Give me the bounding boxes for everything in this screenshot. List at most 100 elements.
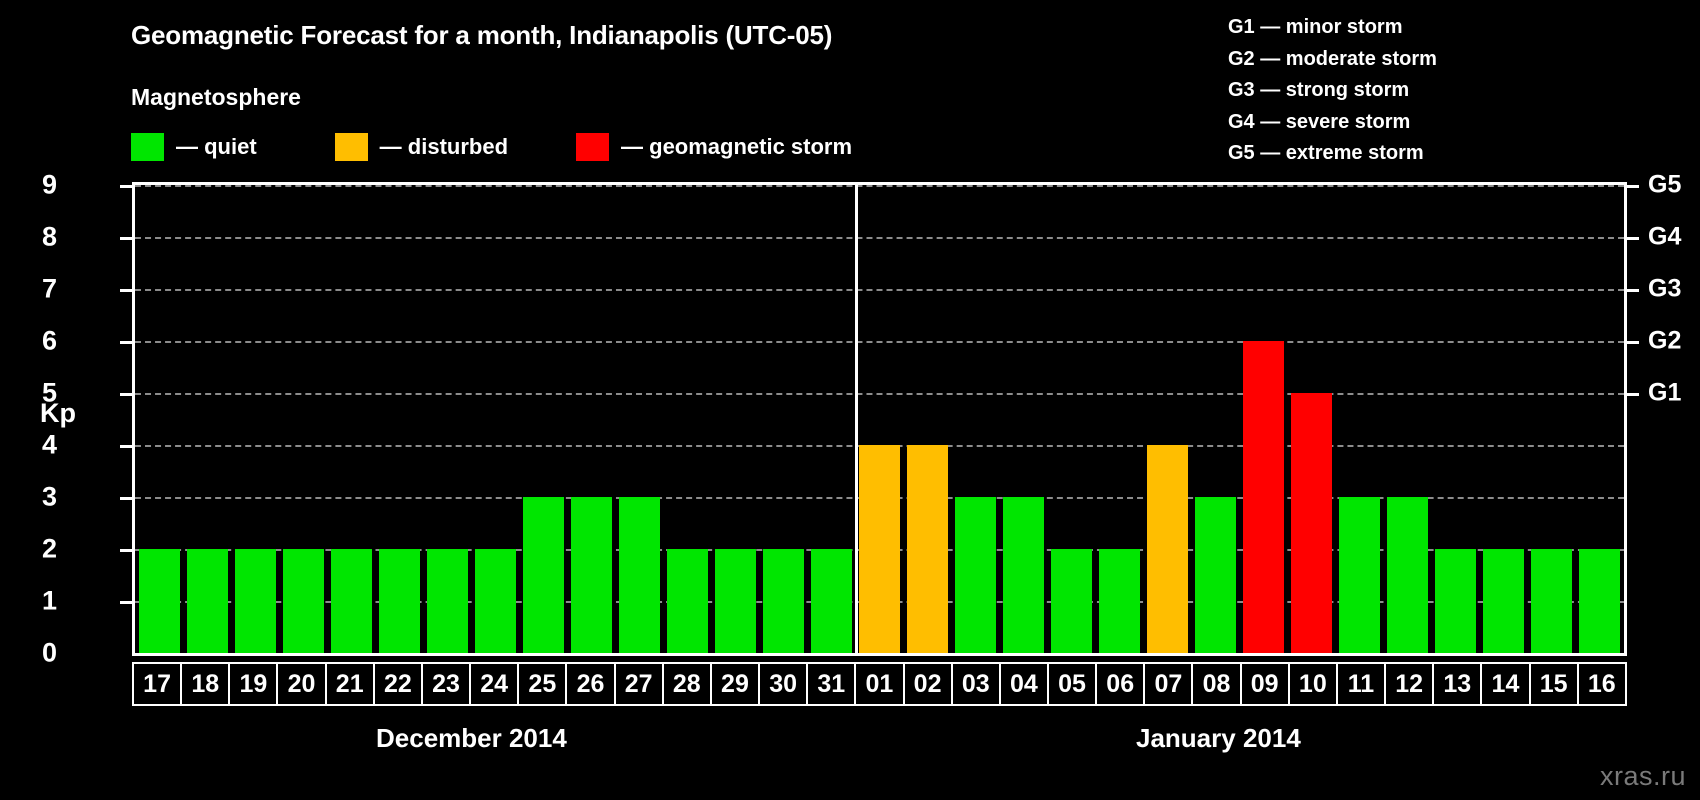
bar-december-23[interactable] bbox=[426, 549, 468, 653]
day-cell-january-04[interactable]: 04 bbox=[998, 662, 1049, 706]
bar-slot bbox=[1528, 185, 1576, 653]
day-cell-january-08[interactable]: 08 bbox=[1191, 662, 1242, 706]
y-tick-mark-1 bbox=[120, 601, 132, 604]
bar-january-06[interactable] bbox=[1099, 549, 1141, 653]
day-cell-december-19[interactable]: 19 bbox=[228, 662, 279, 706]
legend-label-quiet: — quiet bbox=[176, 134, 257, 159]
bar-slot bbox=[1576, 185, 1624, 653]
bar-december-27[interactable] bbox=[618, 497, 660, 653]
day-cell-december-27[interactable]: 27 bbox=[613, 662, 664, 706]
legend-item-disturbed: — disturbed bbox=[334, 133, 508, 161]
bar-january-04[interactable] bbox=[1003, 497, 1045, 653]
bar-slot bbox=[1096, 185, 1144, 653]
bar-december-31[interactable] bbox=[810, 549, 852, 653]
bar-january-03[interactable] bbox=[955, 497, 997, 653]
day-cell-december-29[interactable]: 29 bbox=[709, 662, 761, 706]
legend-item-storm: — geomagnetic storm bbox=[576, 133, 852, 161]
bar-slot bbox=[183, 185, 231, 653]
bar-december-25[interactable] bbox=[522, 497, 564, 653]
bar-slot bbox=[423, 185, 471, 653]
g-tick-label-g1: G1 bbox=[1648, 378, 1682, 407]
bar-slot bbox=[1000, 185, 1048, 653]
day-cell-january-16[interactable]: 16 bbox=[1576, 662, 1627, 706]
bar-january-08[interactable] bbox=[1195, 497, 1237, 653]
day-cell-december-21[interactable]: 21 bbox=[324, 662, 375, 706]
gridline-kp-8 bbox=[135, 237, 1624, 239]
day-cell-december-26[interactable]: 26 bbox=[565, 662, 616, 706]
day-cell-january-02[interactable]: 02 bbox=[902, 662, 953, 706]
bar-series bbox=[135, 185, 1624, 653]
bar-december-22[interactable] bbox=[378, 549, 420, 653]
y-tick-label-7: 7 bbox=[41, 273, 57, 304]
y-tick-mark-3 bbox=[120, 497, 132, 500]
bar-december-30[interactable] bbox=[762, 549, 804, 653]
g-tick-mark-g1 bbox=[1627, 393, 1639, 396]
bar-january-02[interactable] bbox=[907, 445, 949, 653]
bar-january-14[interactable] bbox=[1483, 549, 1525, 653]
legend-heading: Magnetosphere bbox=[131, 84, 301, 110]
g-tick-mark-g4 bbox=[1627, 237, 1639, 240]
y-tick-mark-2 bbox=[120, 549, 132, 552]
day-cell-january-15[interactable]: 15 bbox=[1528, 662, 1579, 706]
bar-december-19[interactable] bbox=[234, 549, 276, 653]
day-cell-january-03[interactable]: 03 bbox=[950, 662, 1001, 706]
bar-slot bbox=[375, 185, 423, 653]
day-cell-january-09[interactable]: 09 bbox=[1239, 662, 1290, 706]
day-cell-december-30[interactable]: 30 bbox=[758, 662, 809, 706]
g-tick-mark-g3 bbox=[1627, 289, 1639, 292]
day-cell-january-10[interactable]: 10 bbox=[1287, 662, 1338, 706]
day-cell-january-01[interactable]: 01 bbox=[854, 662, 905, 706]
day-cell-december-18[interactable]: 18 bbox=[180, 662, 231, 706]
bar-december-29[interactable] bbox=[714, 549, 756, 653]
y-tick-mark-8 bbox=[120, 237, 132, 240]
day-cell-january-05[interactable]: 05 bbox=[1046, 662, 1098, 706]
day-cell-january-13[interactable]: 13 bbox=[1432, 662, 1483, 706]
bar-december-20[interactable] bbox=[282, 549, 324, 653]
gridline-kp-7 bbox=[135, 289, 1624, 291]
bar-january-10[interactable] bbox=[1291, 393, 1333, 653]
month-caption-january: January 2014 bbox=[1136, 723, 1301, 753]
day-cell-december-28[interactable]: 28 bbox=[661, 662, 712, 706]
legend-swatch-storm bbox=[576, 133, 610, 161]
bar-january-16[interactable] bbox=[1579, 549, 1621, 653]
day-cell-december-24[interactable]: 24 bbox=[469, 662, 520, 706]
bar-january-09[interactable] bbox=[1243, 341, 1285, 653]
bar-slot bbox=[807, 185, 855, 653]
bar-january-01[interactable] bbox=[858, 445, 900, 653]
y-tick-label-8: 8 bbox=[41, 221, 57, 252]
bar-january-05[interactable] bbox=[1051, 549, 1093, 653]
bar-january-13[interactable] bbox=[1435, 549, 1477, 653]
day-cell-december-25[interactable]: 25 bbox=[517, 662, 568, 706]
day-cell-january-14[interactable]: 14 bbox=[1480, 662, 1531, 706]
bar-january-07[interactable] bbox=[1147, 445, 1189, 653]
bar-slot bbox=[855, 185, 903, 653]
bar-december-21[interactable] bbox=[330, 549, 372, 653]
y-tick-label-6: 6 bbox=[41, 325, 57, 356]
day-cell-december-22[interactable]: 22 bbox=[372, 662, 423, 706]
bar-january-15[interactable] bbox=[1531, 549, 1573, 653]
bar-december-26[interactable] bbox=[570, 497, 612, 653]
bar-december-28[interactable] bbox=[666, 549, 708, 653]
y-tick-label-9: 9 bbox=[41, 169, 57, 200]
day-cell-december-23[interactable]: 23 bbox=[420, 662, 472, 706]
y-axis-label: Kp bbox=[40, 398, 76, 428]
bar-slot bbox=[567, 185, 615, 653]
bar-january-11[interactable] bbox=[1339, 497, 1381, 653]
day-cell-january-06[interactable]: 06 bbox=[1095, 662, 1146, 706]
bar-december-17[interactable] bbox=[138, 549, 180, 653]
day-cell-january-12[interactable]: 12 bbox=[1384, 662, 1435, 706]
watermark: xras.ru bbox=[1599, 761, 1686, 791]
day-cell-january-07[interactable]: 07 bbox=[1143, 662, 1194, 706]
bar-december-24[interactable] bbox=[474, 549, 516, 653]
gridline-kp-6 bbox=[135, 340, 1624, 343]
legend-item-quiet: — quiet bbox=[131, 133, 257, 161]
bar-january-12[interactable] bbox=[1387, 497, 1429, 653]
day-cell-december-17[interactable]: 17 bbox=[132, 662, 183, 706]
day-cell-january-11[interactable]: 11 bbox=[1335, 662, 1387, 706]
bar-slot bbox=[1384, 185, 1432, 653]
bar-december-18[interactable] bbox=[186, 549, 228, 653]
bar-slot bbox=[327, 185, 375, 653]
y-tick-mark-4 bbox=[120, 445, 132, 448]
day-cell-december-20[interactable]: 20 bbox=[276, 662, 327, 706]
day-cell-december-31[interactable]: 31 bbox=[806, 662, 857, 706]
